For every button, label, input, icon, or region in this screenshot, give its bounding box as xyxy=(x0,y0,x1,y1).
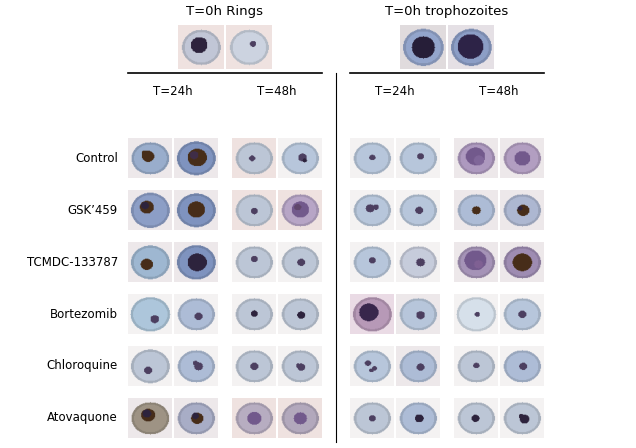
Text: T=0h Rings: T=0h Rings xyxy=(186,5,263,18)
Text: Atovaquone: Atovaquone xyxy=(47,412,118,425)
Text: Control: Control xyxy=(75,151,118,164)
Text: Chloroquine: Chloroquine xyxy=(47,359,118,372)
Text: T=24h: T=24h xyxy=(153,85,193,98)
Text: T=24h: T=24h xyxy=(375,85,415,98)
Text: T=48h: T=48h xyxy=(480,85,519,98)
Text: GSK’459: GSK’459 xyxy=(68,203,118,216)
Text: TCMDC-133787: TCMDC-133787 xyxy=(27,255,118,268)
Text: T=0h trophozoites: T=0h trophozoites xyxy=(385,5,509,18)
Text: T=48h: T=48h xyxy=(257,85,297,98)
Text: Bortezomib: Bortezomib xyxy=(50,307,118,320)
